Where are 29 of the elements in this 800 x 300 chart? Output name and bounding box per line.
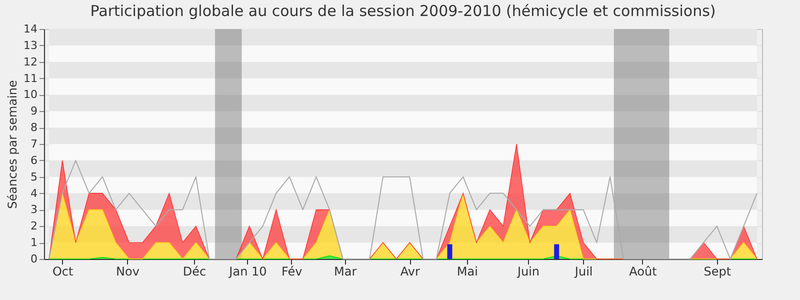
y-tick-label: 14 [24,22,38,36]
x-tick-label: Juin [516,264,540,278]
y-tick-label: 2 [30,220,38,233]
y-tick-label: 7 [30,138,38,150]
y-tick-label: 6 [30,154,38,167]
y-tick-label: 10 [24,88,38,102]
x-tick-label: Nov [116,264,140,278]
y-tick-label: 13 [24,38,38,52]
y-tick-label: 5 [30,170,38,184]
y-tick-label: 8 [30,121,38,134]
x-tick-label: Août [629,264,658,278]
y-tick-label: 4 [30,186,38,200]
x-tick-label: Mar [334,264,357,278]
y-tick-label: 12 [24,55,38,68]
y-tick-label: 11 [24,72,38,85]
x-tick-label: Mai [456,264,478,278]
y-tick-label: 9 [30,104,38,118]
y-axis-title: Séances par semaine [6,80,20,209]
x-tick-label: Sept [704,264,732,278]
chart-title: Participation globale au cours de la session 2009-2010 (hémicycle et commissions) [90,2,716,20]
y-tick-label: 3 [30,203,38,216]
x-tick-label: Oct [52,264,74,278]
x-tick-label: Fév [281,264,302,278]
y-tick-label: 1 [30,236,38,250]
x-tick-label: Juil [574,264,593,278]
x-tick-label: Déc [182,264,206,278]
y-tick-label: 0 [30,252,38,266]
x-tick-label: Jan 10 [228,264,267,278]
x-tick-label: Avr [400,264,420,278]
